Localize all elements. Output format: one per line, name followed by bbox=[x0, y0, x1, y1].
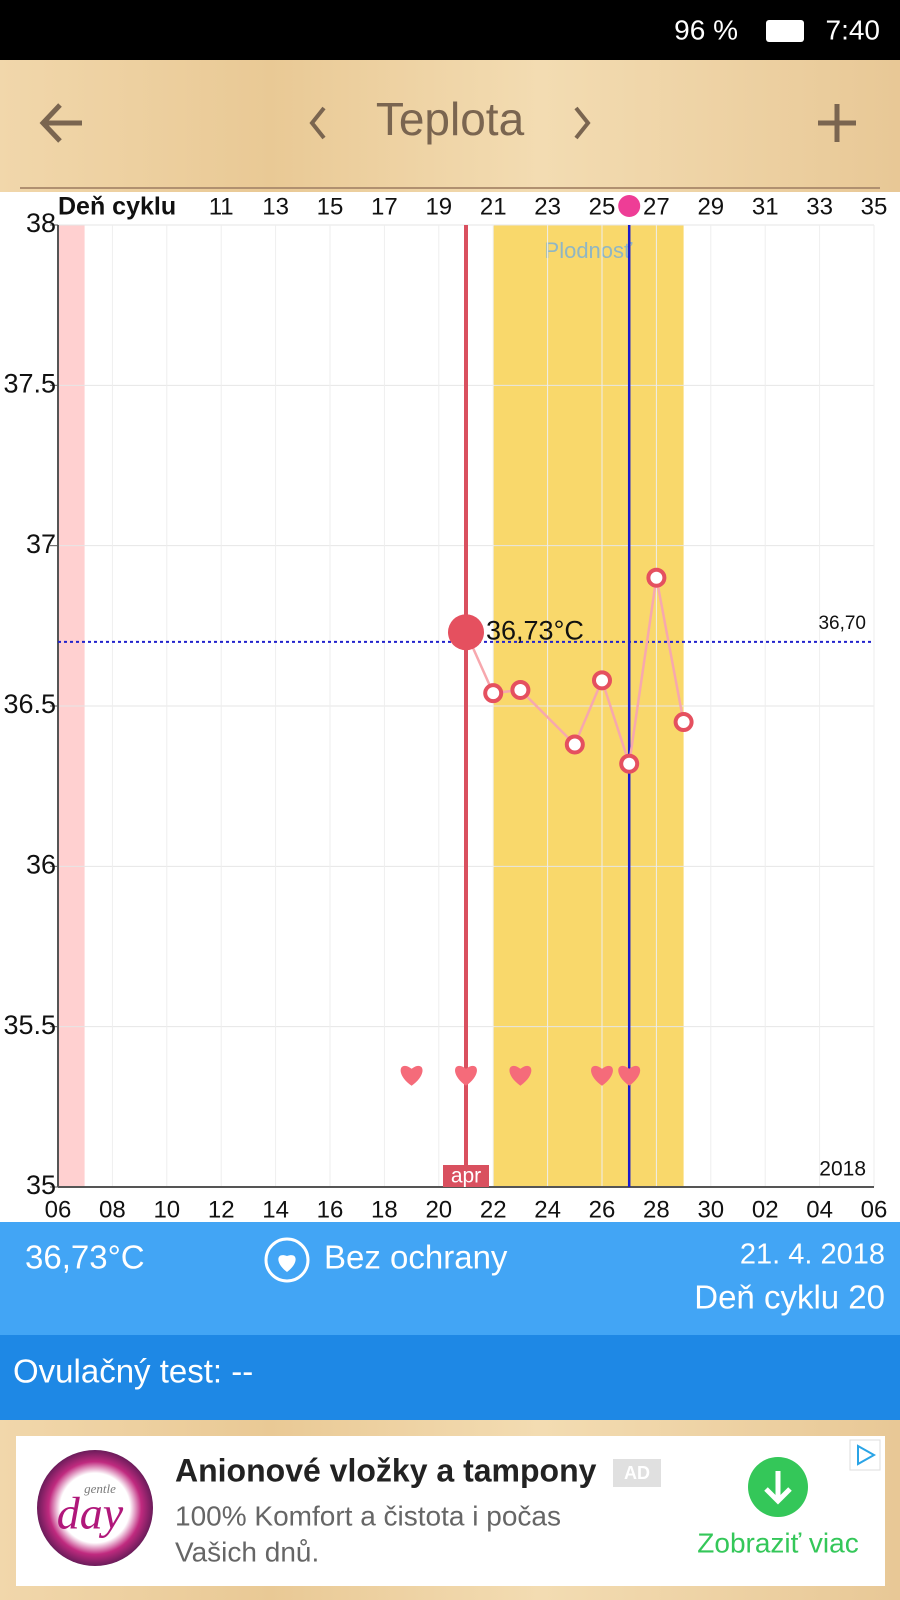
x-date-label: 10 bbox=[153, 1196, 180, 1223]
x-date-label: 02 bbox=[752, 1196, 779, 1223]
summary-date: 21. 4. 2018 bbox=[740, 1239, 885, 1271]
today-label: apr bbox=[451, 1165, 481, 1188]
reference-label: 36,70 bbox=[818, 613, 866, 634]
x-tick-label: 19 bbox=[425, 193, 452, 220]
intercourse-heart bbox=[400, 1065, 423, 1086]
x-date-label: 24 bbox=[534, 1196, 561, 1223]
x-tick-label: 29 bbox=[697, 193, 724, 220]
ad-badge: AD bbox=[624, 1463, 650, 1483]
summary-cycle-day: Deň cyklu 20 bbox=[694, 1279, 885, 1316]
y-tick-label: 36 bbox=[26, 849, 56, 879]
battery-icon bbox=[766, 20, 804, 42]
chart-background bbox=[0, 192, 900, 1222]
point-label: 36,73°C bbox=[486, 615, 584, 645]
x-tick-label: 11 bbox=[209, 193, 234, 220]
x-tick-label: 31 bbox=[752, 193, 779, 220]
temperature-point bbox=[646, 567, 667, 588]
x-date-label: 22 bbox=[480, 1196, 507, 1223]
x-date-label: 06 bbox=[861, 1196, 888, 1223]
protection-heart bbox=[278, 1255, 296, 1272]
x-date-label: 30 bbox=[697, 1196, 724, 1223]
add-button[interactable] bbox=[818, 104, 856, 142]
today-label-box bbox=[443, 1165, 489, 1187]
temperature-point bbox=[510, 679, 531, 700]
x-date-label: 12 bbox=[208, 1196, 235, 1223]
x-date-label: 16 bbox=[317, 1196, 344, 1223]
x-tick-label: 17 bbox=[371, 193, 398, 220]
intercourse-heart bbox=[509, 1065, 532, 1086]
temperature-point bbox=[592, 670, 612, 691]
temperature-point bbox=[619, 753, 640, 774]
y-tick-label: 35 bbox=[26, 1170, 56, 1200]
y-tick-label: 35.5 bbox=[3, 1010, 56, 1040]
intercourse-heart bbox=[618, 1065, 641, 1086]
x-date-label: 04 bbox=[806, 1196, 833, 1223]
next-button[interactable] bbox=[574, 106, 591, 140]
x-axis-title: Deň cyklu bbox=[58, 193, 176, 221]
ad-title: Anionové vložky a tampony bbox=[175, 1452, 597, 1488]
x-date-label: 14 bbox=[262, 1196, 289, 1223]
fertile-label: Plodnosť bbox=[545, 238, 634, 263]
page-title: Teplota bbox=[376, 93, 525, 145]
y-tick-label: 38 bbox=[26, 208, 56, 238]
x-date-label: 06 bbox=[45, 1196, 72, 1223]
ad-logo bbox=[37, 1450, 153, 1566]
summary-temperature: 36,73°C bbox=[25, 1239, 145, 1276]
x-tick-label: 15 bbox=[317, 193, 344, 220]
ovulation-test-panel[interactable] bbox=[0, 1335, 900, 1420]
x-tick-label: 35 bbox=[861, 193, 888, 220]
temperature-point bbox=[483, 683, 504, 704]
x-tick-label: 13 bbox=[262, 193, 289, 220]
x-date-label: 20 bbox=[425, 1196, 452, 1223]
header bbox=[0, 60, 900, 192]
ad-button[interactable]: Zobraziť viac bbox=[697, 1527, 858, 1558]
ad-logo-small: gentle bbox=[84, 1481, 116, 1496]
x-date-label: 18 bbox=[371, 1196, 398, 1223]
ad-card[interactable] bbox=[16, 1436, 885, 1586]
status-bar bbox=[0, 0, 900, 60]
y-tick-label: 37 bbox=[26, 529, 56, 559]
ad-download-arrow bbox=[764, 1471, 792, 1505]
summary-protection: Bez ochrany bbox=[324, 1239, 508, 1276]
back-button[interactable] bbox=[39, 103, 82, 143]
x-tick-label: 27 bbox=[643, 193, 670, 220]
ovulation-dot bbox=[618, 195, 641, 217]
intercourse-heart bbox=[455, 1065, 477, 1086]
year-label: 2018 bbox=[819, 1158, 866, 1181]
y-tick-label: 36.5 bbox=[3, 689, 56, 719]
selected-point bbox=[448, 614, 484, 651]
x-tick-label: 33 bbox=[806, 193, 833, 220]
battery-level: 96 % bbox=[674, 14, 738, 45]
temperature-point bbox=[673, 712, 694, 733]
x-tick-label: 21 bbox=[480, 193, 507, 220]
x-date-label: 28 bbox=[643, 1196, 670, 1223]
ad-logo-text: day bbox=[57, 1488, 124, 1539]
summary-panel bbox=[0, 1222, 900, 1335]
ovulation-test: Ovulačný test: -- bbox=[13, 1353, 253, 1390]
temperature-point bbox=[564, 734, 585, 755]
prev-button[interactable] bbox=[309, 106, 326, 140]
ad-text-2: Vašich dnů. bbox=[175, 1536, 319, 1567]
ad-choices-icon bbox=[857, 1444, 877, 1466]
x-tick-label: 23 bbox=[534, 193, 561, 220]
ad-badge-box bbox=[613, 1459, 661, 1487]
intercourse-heart bbox=[591, 1065, 613, 1086]
y-tick-label: 37.5 bbox=[3, 368, 56, 398]
x-date-label: 26 bbox=[589, 1196, 616, 1223]
chart: Plodnosť 35 35.5 36 36.5 37 37.5 38 06 08 10 12 14 16… bbox=[3, 193, 887, 1224]
protection-icon bbox=[264, 1237, 310, 1283]
x-tick-label: 25 bbox=[589, 193, 616, 220]
clock: 7:40 bbox=[826, 14, 881, 45]
x-date-label: 08 bbox=[99, 1196, 126, 1223]
ad-text-1: 100% Komfort a čistota i počas bbox=[175, 1500, 561, 1531]
